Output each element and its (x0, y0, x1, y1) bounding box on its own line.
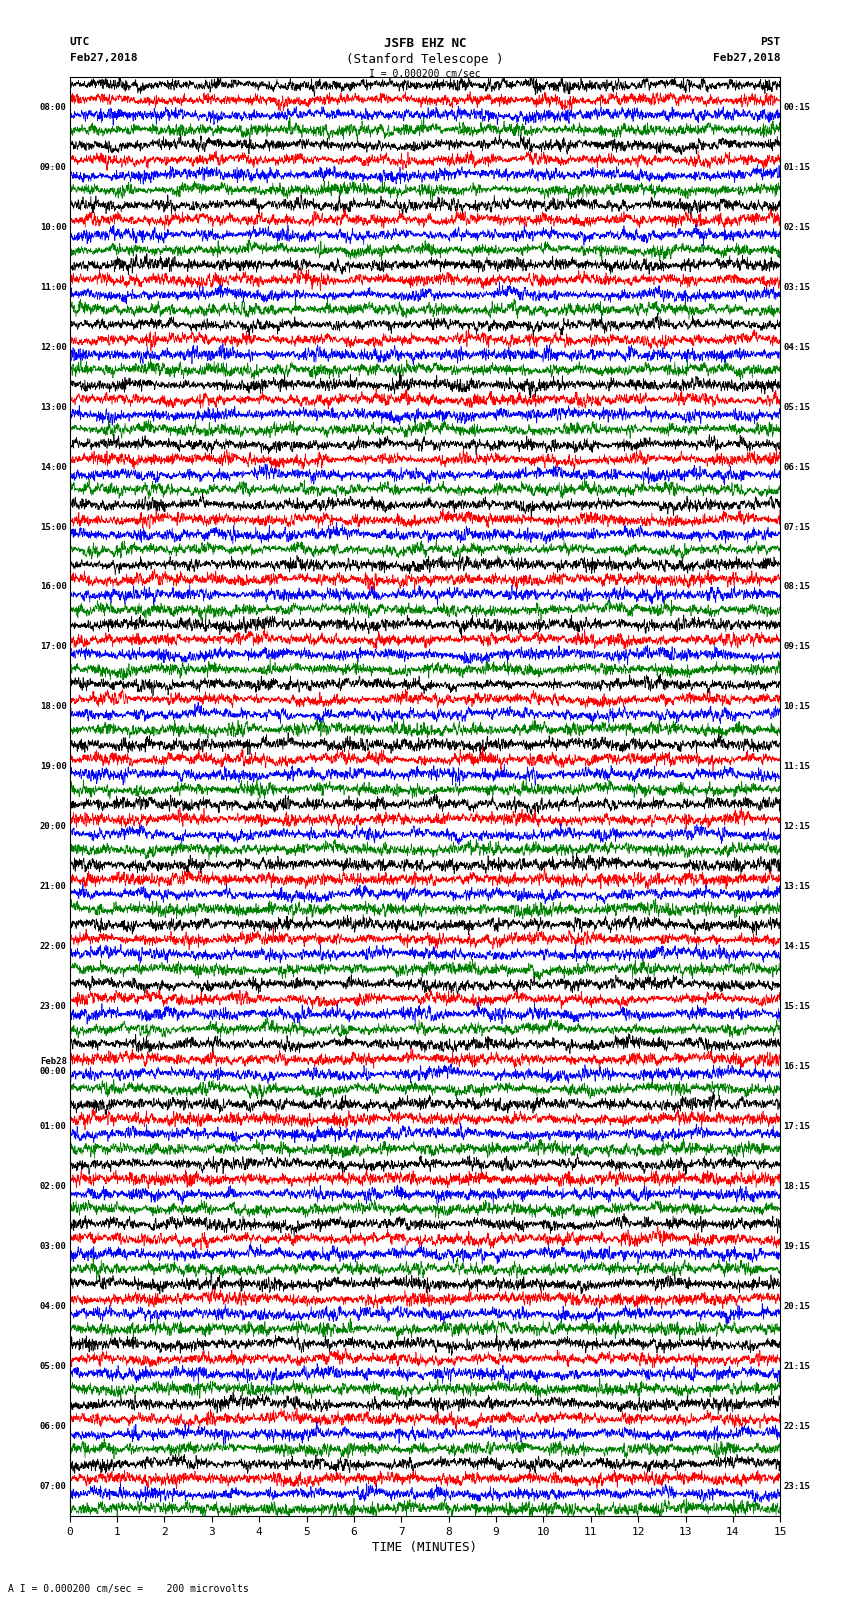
Text: 09:00: 09:00 (40, 163, 67, 173)
Text: Feb27,2018: Feb27,2018 (70, 53, 137, 63)
Text: 16:00: 16:00 (40, 582, 67, 592)
Text: 01:00: 01:00 (40, 1123, 67, 1131)
Text: 18:00: 18:00 (40, 702, 67, 711)
Text: 05:00: 05:00 (40, 1361, 67, 1371)
Text: 08:15: 08:15 (783, 582, 810, 592)
Text: 14:00: 14:00 (40, 463, 67, 471)
Text: 13:00: 13:00 (40, 403, 67, 411)
Text: 15:15: 15:15 (783, 1002, 810, 1011)
Text: 23:00: 23:00 (40, 1002, 67, 1011)
Text: 22:00: 22:00 (40, 942, 67, 952)
Text: 09:15: 09:15 (783, 642, 810, 652)
Text: 21:00: 21:00 (40, 882, 67, 892)
Text: 07:00: 07:00 (40, 1482, 67, 1490)
Text: 11:15: 11:15 (783, 763, 810, 771)
Text: 10:15: 10:15 (783, 702, 810, 711)
Text: UTC: UTC (70, 37, 90, 47)
Text: 04:00: 04:00 (40, 1302, 67, 1311)
Text: 19:15: 19:15 (783, 1242, 810, 1252)
Text: 02:00: 02:00 (40, 1182, 67, 1190)
Text: 11:00: 11:00 (40, 282, 67, 292)
Text: 21:15: 21:15 (783, 1361, 810, 1371)
Text: 00:15: 00:15 (783, 103, 810, 111)
Text: 14:15: 14:15 (783, 942, 810, 952)
Text: 02:15: 02:15 (783, 223, 810, 232)
Text: 08:00: 08:00 (40, 103, 67, 111)
Text: 03:15: 03:15 (783, 282, 810, 292)
Text: 16:15: 16:15 (783, 1061, 810, 1071)
X-axis label: TIME (MINUTES): TIME (MINUTES) (372, 1540, 478, 1553)
Text: 22:15: 22:15 (783, 1421, 810, 1431)
Text: 07:15: 07:15 (783, 523, 810, 532)
Text: 17:15: 17:15 (783, 1123, 810, 1131)
Text: 12:00: 12:00 (40, 342, 67, 352)
Text: 23:15: 23:15 (783, 1482, 810, 1490)
Text: 04:15: 04:15 (783, 342, 810, 352)
Text: 15:00: 15:00 (40, 523, 67, 532)
Text: JSFB EHZ NC: JSFB EHZ NC (383, 37, 467, 50)
Text: 20:00: 20:00 (40, 823, 67, 831)
Text: 06:15: 06:15 (783, 463, 810, 471)
Text: 10:00: 10:00 (40, 223, 67, 232)
Text: 13:15: 13:15 (783, 882, 810, 892)
Text: A I = 0.000200 cm/sec =    200 microvolts: A I = 0.000200 cm/sec = 200 microvolts (8, 1584, 249, 1594)
Text: 01:15: 01:15 (783, 163, 810, 173)
Text: 19:00: 19:00 (40, 763, 67, 771)
Text: 18:15: 18:15 (783, 1182, 810, 1190)
Text: 17:00: 17:00 (40, 642, 67, 652)
Text: 06:00: 06:00 (40, 1421, 67, 1431)
Text: PST: PST (760, 37, 780, 47)
Text: 05:15: 05:15 (783, 403, 810, 411)
Text: Feb28
00:00: Feb28 00:00 (40, 1057, 67, 1076)
Text: 20:15: 20:15 (783, 1302, 810, 1311)
Text: (Stanford Telescope ): (Stanford Telescope ) (346, 53, 504, 66)
Text: I = 0.000200 cm/sec: I = 0.000200 cm/sec (369, 69, 481, 79)
Text: 03:00: 03:00 (40, 1242, 67, 1252)
Text: Feb27,2018: Feb27,2018 (713, 53, 780, 63)
Text: 12:15: 12:15 (783, 823, 810, 831)
